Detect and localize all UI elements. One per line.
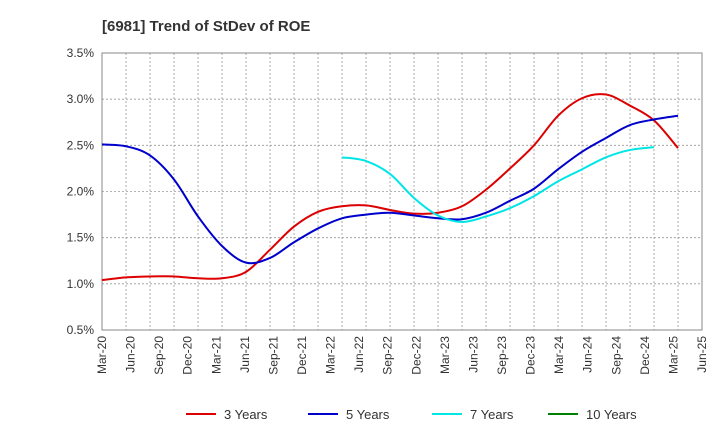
x-tick-label: Mar-23: [438, 336, 452, 374]
x-tick-label: Mar-21: [209, 336, 223, 374]
x-tick-label: Jun-25: [695, 336, 709, 373]
legend-label-5-years: 5 Years: [346, 407, 390, 422]
x-tick-label: Jun-21: [238, 336, 252, 373]
y-tick-label: 3.5%: [67, 46, 95, 60]
legend: 3 Years 5 Years 7 Years 10 Years: [186, 407, 637, 422]
x-tick-label: Sep-23: [495, 336, 509, 375]
x-tick-label: Dec-20: [181, 336, 195, 375]
series-line-7-years: [341, 146, 655, 223]
x-tick-label: Jun-22: [352, 336, 366, 373]
x-tick-label: Sep-22: [381, 336, 395, 375]
legend-label-10-years: 10 Years: [586, 407, 637, 422]
x-tick-label: Jun-23: [466, 336, 480, 373]
series-line-5-years: [101, 114, 679, 265]
y-tick-label: 2.0%: [67, 185, 95, 199]
x-tick-label: Jun-20: [124, 336, 138, 373]
x-tick-label: Mar-24: [552, 336, 566, 374]
x-tick-label: Sep-21: [266, 336, 280, 375]
y-tick-label: 1.0%: [67, 277, 95, 291]
series-line-3-years: [101, 93, 679, 282]
plot-border: [101, 52, 703, 331]
y-tick-label: 0.5%: [67, 323, 95, 337]
x-tick-label: Dec-22: [409, 336, 423, 375]
legend-label-3-years: 3 Years: [224, 407, 268, 422]
x-tick-label: Mar-20: [95, 336, 109, 374]
plot-area: 0.5% 1.0% 1.5% 2.0% 2.5% 3.0% 3.5% Mar-20 Jun-20…: [67, 46, 709, 375]
x-tick-label: Dec-21: [295, 336, 309, 375]
x-tick-label: Sep-24: [609, 336, 623, 375]
chart-title: [6981] Trend of StDev of ROE: [102, 18, 310, 35]
x-tick-label: Mar-25: [666, 336, 680, 374]
legend-label-7-years: 7 Years: [470, 407, 514, 422]
x-tick-label: Dec-23: [524, 336, 538, 375]
x-tick-label: Dec-24: [638, 336, 652, 375]
x-tick-label: Sep-20: [152, 336, 166, 375]
y-tick-label: 2.5%: [67, 138, 95, 152]
y-tick-label: 1.5%: [67, 231, 95, 245]
y-tick-label: 3.0%: [67, 92, 95, 106]
x-tick-label: Jun-24: [581, 336, 595, 373]
x-tick-label: Mar-22: [324, 336, 338, 374]
